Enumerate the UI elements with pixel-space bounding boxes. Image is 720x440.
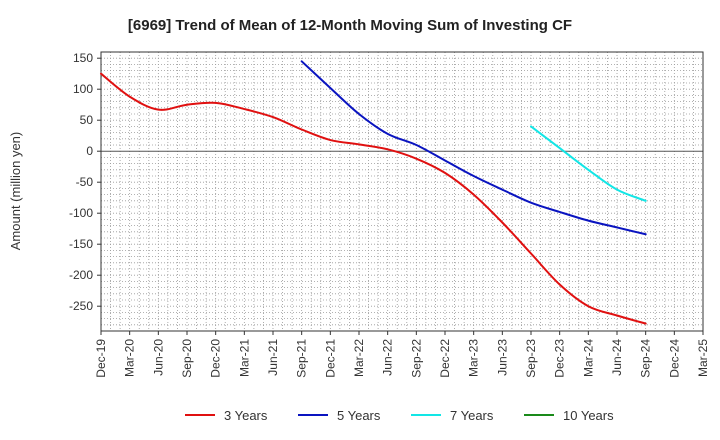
y-axis: 150 100 50 0 -50 -100 -150 -200 -250 [69, 51, 101, 313]
x-tick-label: Mar-21 [237, 339, 251, 377]
x-tick-label: Sep-22 [409, 339, 423, 378]
chart-title: [6969] Trend of Mean of 12-Month Moving … [128, 17, 572, 34]
series [100, 60, 647, 325]
x-tick-label: Jun-22 [381, 339, 395, 376]
x-tick-label: Jun-24 [610, 339, 624, 376]
series-line-5-years [300, 60, 647, 236]
x-tick-label: Dec-22 [438, 339, 452, 378]
x-tick-label: Mar-23 [467, 339, 481, 377]
series-line-7-years [530, 125, 647, 202]
y-tick-label: -200 [69, 268, 93, 282]
y-tick-label: 50 [80, 113, 94, 127]
x-tick-label: Mar-25 [696, 339, 710, 377]
x-tick-label: Dec-23 [553, 339, 567, 378]
x-tick-label: Dec-21 [323, 339, 337, 378]
x-tick-label: Mar-22 [352, 339, 366, 377]
y-tick-label: -50 [76, 175, 94, 189]
x-tick-label: Sep-23 [524, 339, 538, 378]
legend-label-7-years: 7 Years [450, 408, 494, 423]
y-axis-label: Amount (million yen) [8, 132, 23, 251]
x-axis: Dec-19 Mar-20 Jun-20 Sep-20 Dec-20 Mar-21 Jun-… [94, 331, 710, 378]
x-tick-label: Jun-20 [151, 339, 165, 376]
x-tick-label: Dec-20 [209, 339, 223, 378]
x-tick-label: Jun-23 [495, 339, 509, 376]
x-tick-label: Dec-19 [94, 339, 108, 378]
x-tick-label: Sep-21 [295, 339, 309, 378]
legend-label-3-years: 3 Years [224, 408, 268, 423]
x-tick-label: Jun-21 [266, 339, 280, 376]
y-tick-label: -100 [69, 206, 93, 220]
legend: 3 Years 5 Years 7 Years 10 Years [185, 408, 614, 423]
x-tick-label: Mar-20 [123, 339, 137, 377]
x-tick-label: Sep-20 [180, 339, 194, 378]
legend-label-10-years: 10 Years [563, 408, 614, 423]
x-tick-label: Mar-24 [581, 339, 595, 377]
y-tick-label: -250 [69, 299, 93, 313]
grid [100, 51, 704, 332]
x-tick-label: Dec-24 [667, 339, 681, 378]
y-tick-label: -150 [69, 237, 93, 251]
series-line-3-years [100, 72, 647, 325]
legend-label-5-years: 5 Years [337, 408, 381, 423]
y-tick-label: 0 [86, 144, 93, 158]
y-tick-label: 150 [73, 51, 93, 65]
plot-frame [100, 51, 704, 332]
x-tick-label: Sep-24 [639, 339, 653, 378]
y-tick-label: 100 [73, 82, 93, 96]
